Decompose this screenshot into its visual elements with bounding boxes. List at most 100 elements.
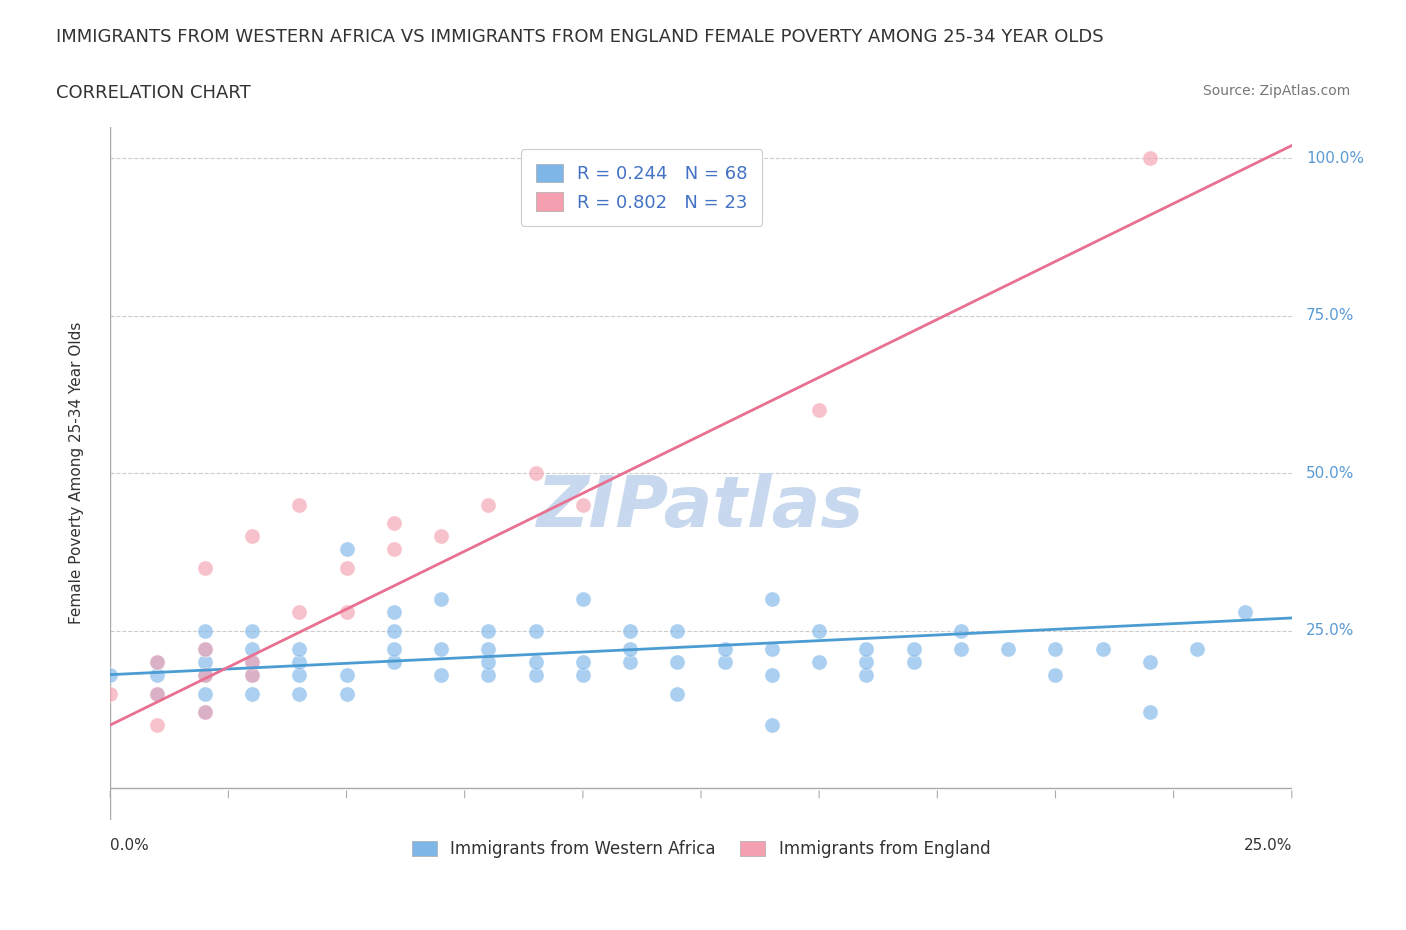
Point [194,623,217,638]
Point [666,655,689,670]
Point [146,667,169,682]
Text: Source: ZipAtlas.com: Source: ZipAtlas.com [1202,84,1350,98]
Text: 50.0%: 50.0% [1306,466,1354,481]
Point [1139,705,1161,720]
Point [572,655,595,670]
Point [761,642,783,657]
Point [288,604,311,619]
Text: Female Poverty Among 25-34 Year Olds: Female Poverty Among 25-34 Year Olds [69,322,84,624]
Point [288,667,311,682]
Point [1045,642,1067,657]
Point [194,667,217,682]
Text: CORRELATION CHART: CORRELATION CHART [56,84,252,101]
Point [761,718,783,733]
Point [855,655,877,670]
Point [713,642,735,657]
Point [572,591,595,606]
Point [477,623,499,638]
Text: IMMIGRANTS FROM WESTERN AFRICA VS IMMIGRANTS FROM ENGLAND FEMALE POVERTY AMONG 2: IMMIGRANTS FROM WESTERN AFRICA VS IMMIGR… [56,28,1104,46]
Point [194,667,217,682]
Point [382,655,405,670]
Point [1091,642,1114,657]
Point [903,655,925,670]
Point [288,655,311,670]
Point [524,655,547,670]
Point [335,604,357,619]
Text: 0.0%: 0.0% [110,839,149,854]
Point [619,655,641,670]
Point [524,623,547,638]
Point [666,686,689,701]
Point [194,686,217,701]
Point [240,667,263,682]
Point [146,686,169,701]
Point [949,642,972,657]
Point [761,667,783,682]
Point [808,623,831,638]
Point [572,498,595,512]
Point [997,642,1019,657]
Point [288,498,311,512]
Text: 75.0%: 75.0% [1306,308,1354,323]
Point [194,655,217,670]
Point [477,498,499,512]
Point [240,528,263,543]
Point [855,667,877,682]
Point [146,655,169,670]
Point [430,642,453,657]
Legend: Immigrants from Western Africa, Immigrants from England: Immigrants from Western Africa, Immigran… [404,832,998,867]
Point [1139,655,1161,670]
Point [808,655,831,670]
Point [382,642,405,657]
Point [619,642,641,657]
Point [1045,667,1067,682]
Point [288,686,311,701]
Point [335,560,357,575]
Point [761,591,783,606]
Point [430,528,453,543]
Point [335,667,357,682]
Point [1233,604,1256,619]
Point [240,686,263,701]
Point [855,642,877,657]
Point [146,686,169,701]
Text: 25.0%: 25.0% [1243,839,1292,854]
Point [430,591,453,606]
Point [382,541,405,556]
Point [477,642,499,657]
Point [240,623,263,638]
Point [949,623,972,638]
Point [666,623,689,638]
Point [335,541,357,556]
Point [194,705,217,720]
Point [240,642,263,657]
Point [194,560,217,575]
Point [572,667,595,682]
Point [146,718,169,733]
Point [1139,151,1161,166]
Point [382,604,405,619]
Point [382,623,405,638]
Point [194,705,217,720]
Point [288,642,311,657]
Point [808,403,831,418]
Point [98,667,121,682]
Point [240,655,263,670]
Point [240,655,263,670]
Point [713,655,735,670]
Point [98,686,121,701]
Point [335,686,357,701]
Point [477,655,499,670]
Point [524,667,547,682]
Point [194,642,217,657]
Point [430,667,453,682]
Point [194,642,217,657]
Text: ZIPatlas: ZIPatlas [537,473,865,542]
Text: 100.0%: 100.0% [1306,151,1364,166]
Point [240,667,263,682]
Point [1187,642,1209,657]
Point [619,623,641,638]
Point [477,667,499,682]
Point [524,466,547,481]
Point [903,642,925,657]
